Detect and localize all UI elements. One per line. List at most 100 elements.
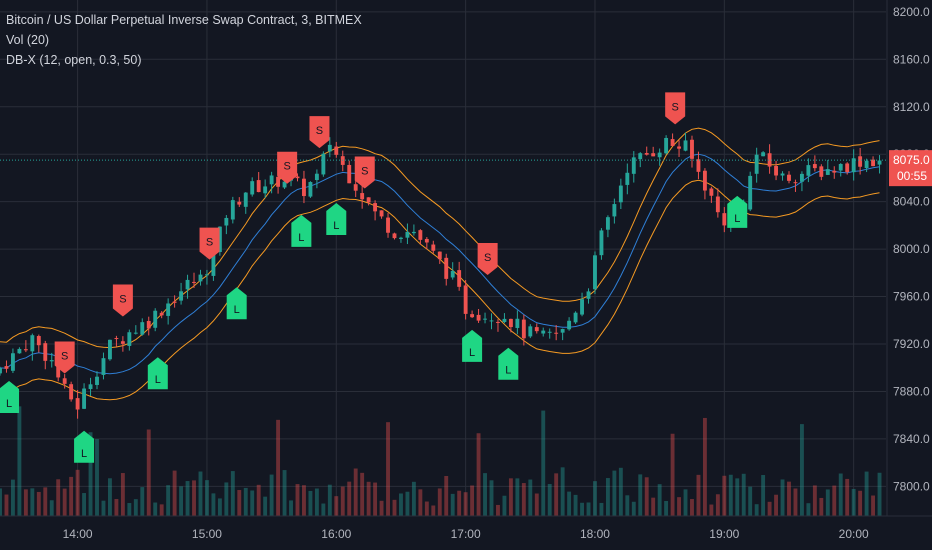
price-tick-label: 7920.0 [893,337,930,351]
short-signal-shape [199,227,220,260]
price-tick-label: 8160.0 [893,52,930,66]
price-tick-label: 8040.0 [893,195,930,209]
long-signal-marker: L [498,347,519,380]
volume-bar [127,503,132,516]
volume-bar [205,480,209,516]
candle-body [832,170,837,173]
volume-bar [269,474,274,516]
volume-bar [405,491,410,516]
volume-bar [502,495,507,516]
volume-bar [554,473,559,516]
volume-bar [399,493,403,516]
candle-body [489,320,494,322]
candle-body [10,353,15,371]
candle-body [411,231,416,234]
volume-bar [450,493,455,516]
volume-bar [735,478,740,516]
candle-body [761,152,766,157]
candle-body [230,200,235,220]
candle-body [670,139,675,147]
volume-bar [651,497,656,516]
price-tick-label: 7960.0 [893,290,930,304]
volume-bar [185,481,190,516]
volume-bar [308,490,313,516]
candle-body [618,185,623,203]
candle-body [295,176,300,179]
price-badge-value: 8075.0 [893,153,930,167]
volume-bar [49,500,54,516]
candle-body [767,153,772,167]
volume-bar [845,478,850,516]
candle-body [217,226,222,253]
volume-bar [463,492,468,516]
volume-bar [172,470,177,516]
legend-symbol[interactable]: Bitcoin / US Dollar Perpetual Inverse Sw… [6,13,362,27]
volume-bar [470,485,475,516]
volume-bar [217,498,222,516]
chart-legend: Bitcoin / US Dollar Perpetual Inverse Sw… [6,10,362,70]
volume-bar [314,488,319,516]
candle-body [793,182,798,184]
candle-body [224,217,229,226]
candle-body [515,318,520,328]
middle-band-line [0,153,880,375]
candle-body [114,338,119,340]
legend-volume[interactable]: Vol (20) [6,33,50,47]
volume-bar [347,481,352,516]
candle-body [483,318,487,320]
candle-body [657,152,662,158]
candle-body [450,271,455,278]
candle-body [838,163,843,171]
volume-bar [360,472,365,516]
candle-body [23,349,28,351]
volume-bar [10,479,15,516]
volume-bar [95,439,99,516]
candle-body [43,343,48,361]
candle-body [541,330,546,334]
volume-bar [159,504,164,516]
volume-bar [664,500,669,516]
signal-label: L [734,213,740,225]
short-signal-marker: S [277,151,298,184]
candle-body [237,201,242,205]
candle-body [444,257,449,279]
volume-bar [334,496,339,516]
short-signal-shape [309,116,330,149]
volume-bar [263,496,268,516]
candle-body [496,321,500,323]
candle-body [715,196,720,213]
time-tick-label: 15:00 [192,527,222,541]
volume-bar [379,500,384,516]
volume-bar [140,487,145,516]
volume-bar [437,488,442,516]
candle-body [554,332,559,334]
volume-bar [224,482,229,516]
short-signal-marker: S [354,156,375,189]
volume-bar [631,501,636,516]
volume-bar [858,490,863,516]
candle-body [638,153,643,160]
short-signal-shape [354,156,375,189]
volume-bar [657,484,662,516]
short-signal-marker: S [112,284,133,317]
legend-indicator[interactable]: DB-X (12, open, 0.3, 50) [6,53,142,67]
candle-body [308,182,313,197]
candle-body [599,230,604,256]
volume-bar [192,480,196,516]
candle-body [806,165,811,176]
candle-body [69,384,74,400]
candle-body [864,160,869,169]
candle-body [366,197,371,203]
volume-bar [644,477,649,516]
candle-body [819,166,824,177]
candle-body [30,335,35,352]
time-tick-label: 19:00 [709,527,739,541]
volume-bar [787,481,791,516]
long-signal-marker: L [147,357,168,390]
signal-label: L [333,220,339,232]
volume-bar [373,482,378,516]
volume-bar [489,480,494,516]
candle-body [437,251,442,260]
volume-bar [431,505,436,516]
